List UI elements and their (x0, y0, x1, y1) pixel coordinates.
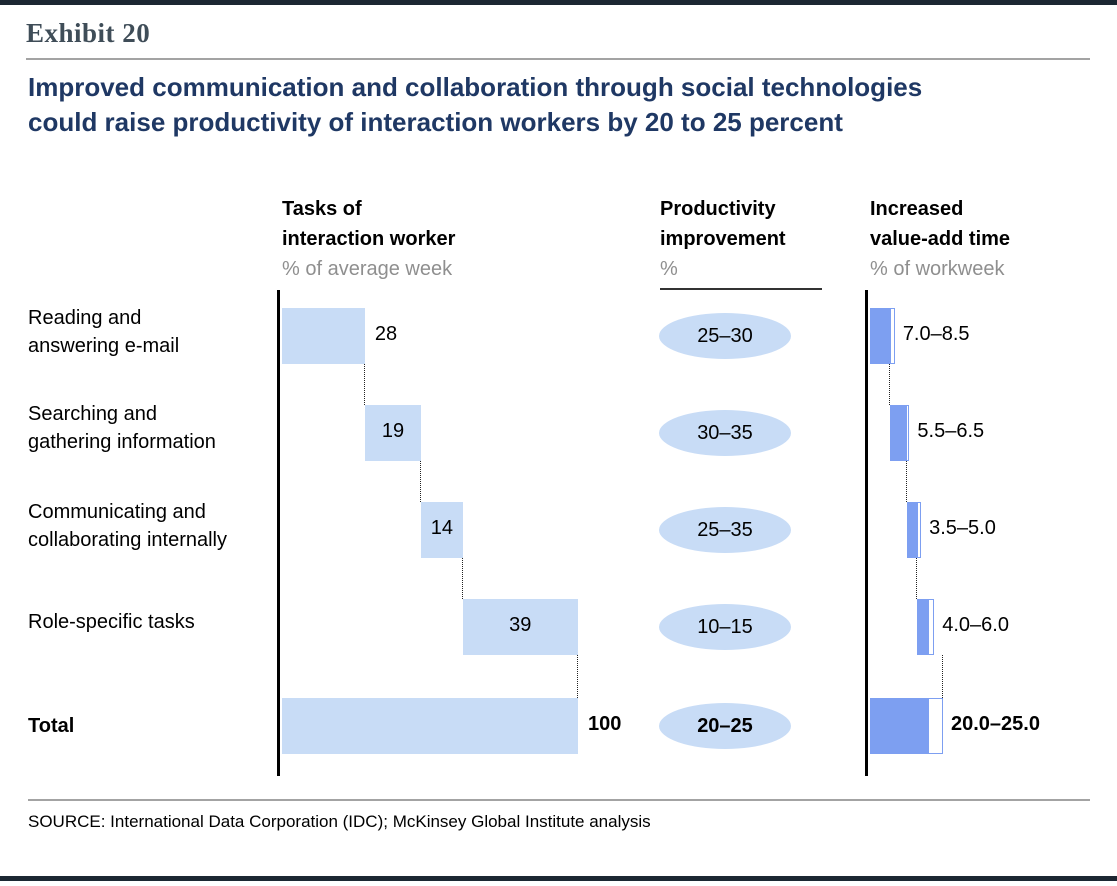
row-label-total: Total (28, 712, 74, 740)
task-bar (421, 502, 463, 558)
task-bar (282, 698, 578, 754)
value-add-bar-solid (907, 503, 918, 557)
productivity-oval: 10–15 (659, 604, 791, 650)
productivity-oval: 25–35 (659, 507, 791, 553)
productivity-value: 25–35 (697, 518, 753, 541)
value-add-bar (870, 308, 895, 364)
productivity-value: 30–35 (697, 421, 753, 444)
value-add-bar-solid (891, 406, 908, 460)
row-label-communicating: Communicating and collaborating internal… (28, 498, 227, 554)
value-add-label: 20.0–25.0 (951, 713, 1040, 735)
tasks-header-unit: % of average week (282, 258, 453, 280)
task-bar (282, 308, 365, 364)
row-label-line: answering e-mail (28, 335, 180, 357)
bottom-border (0, 876, 1117, 881)
value-add-label: 7.0–8.5 (902, 323, 970, 345)
title-line-1: Improved communication and collaboration… (28, 72, 923, 102)
footer-divider (28, 799, 1090, 801)
waterfall-connector (889, 364, 891, 405)
task-value-label: 28 (374, 323, 398, 345)
value-add-bar (906, 502, 922, 558)
value-add-header-line-2: value-add time (870, 228, 1011, 250)
row-label-email: Reading and answering e-mail (28, 304, 179, 360)
waterfall-connector (461, 558, 463, 599)
tasks-header-line-2: interaction worker (282, 228, 456, 250)
task-value-label: 100 (588, 713, 622, 735)
waterfall-connector (577, 655, 578, 698)
task-value-label: 19 (381, 420, 405, 442)
value-add-header-unit: % of workweek (870, 258, 1005, 280)
productivity-value: 25–30 (697, 324, 753, 347)
productivity-oval-total: 20–25 (659, 703, 791, 749)
value-add-label: 4.0–6.0 (942, 614, 1009, 636)
row-label-line: Searching and (28, 403, 157, 425)
value-add-bar (890, 405, 910, 461)
exhibit-label: Exhibit 20 (26, 18, 151, 48)
row-label-line: collaborating internally (28, 529, 228, 551)
waterfall-connector (942, 655, 943, 698)
productivity-header-line-2: improvement (660, 228, 786, 250)
page-title: Improved communication and collaboration… (28, 70, 922, 140)
value-add-bar-solid (871, 309, 892, 363)
row-label-line: Communicating and (28, 501, 206, 523)
productivity-oval: 25–30 (659, 313, 791, 359)
productivity-value: 20–25 (697, 714, 753, 737)
row-label-role-specific: Role-specific tasks (28, 608, 195, 636)
productivity-value: 10–15 (697, 615, 753, 638)
row-label-line: Total (28, 715, 75, 737)
column-header-tasks: Tasks of interaction worker % of average… (282, 194, 455, 284)
value-add-bar-solid (917, 600, 930, 654)
title-line-2: could raise productivity of interaction … (28, 107, 843, 137)
value-add-header-line-1: Increased (870, 198, 964, 220)
column-header-productivity: Productivity improvement % (660, 194, 786, 284)
waterfall-connector (915, 558, 917, 599)
row-label-line: Role-specific tasks (28, 611, 195, 633)
waterfall-connector (420, 461, 422, 502)
exhibit-divider (26, 58, 1090, 60)
waterfall-connector (905, 461, 907, 502)
value-add-bar (916, 599, 935, 655)
tasks-header-line-1: Tasks of (282, 198, 362, 220)
productivity-header-underline (660, 288, 822, 290)
task-bar (462, 599, 578, 655)
column-header-value-add: Increased value-add time % of workweek (870, 194, 1010, 284)
value-add-bar-solid (871, 699, 930, 753)
productivity-oval: 30–35 (659, 410, 791, 456)
row-label-searching: Searching and gathering information (28, 400, 216, 456)
value-add-label: 5.5–6.5 (917, 420, 985, 442)
productivity-header-unit: % (660, 258, 678, 280)
productivity-header-line-1: Productivity (660, 198, 776, 220)
value-add-axis-line (865, 290, 868, 776)
tasks-axis-line (277, 290, 280, 776)
row-label-line: gathering information (28, 431, 216, 453)
waterfall-connector (363, 364, 365, 405)
row-label-line: Reading and (28, 307, 142, 329)
value-add-bar (870, 698, 943, 754)
task-value-label: 14 (430, 517, 453, 539)
source-note: SOURCE: International Data Corporation (… (28, 812, 651, 831)
task-value-label: 39 (509, 614, 532, 636)
top-border (0, 0, 1117, 5)
value-add-label: 3.5–5.0 (929, 517, 996, 539)
task-bar (364, 405, 422, 461)
